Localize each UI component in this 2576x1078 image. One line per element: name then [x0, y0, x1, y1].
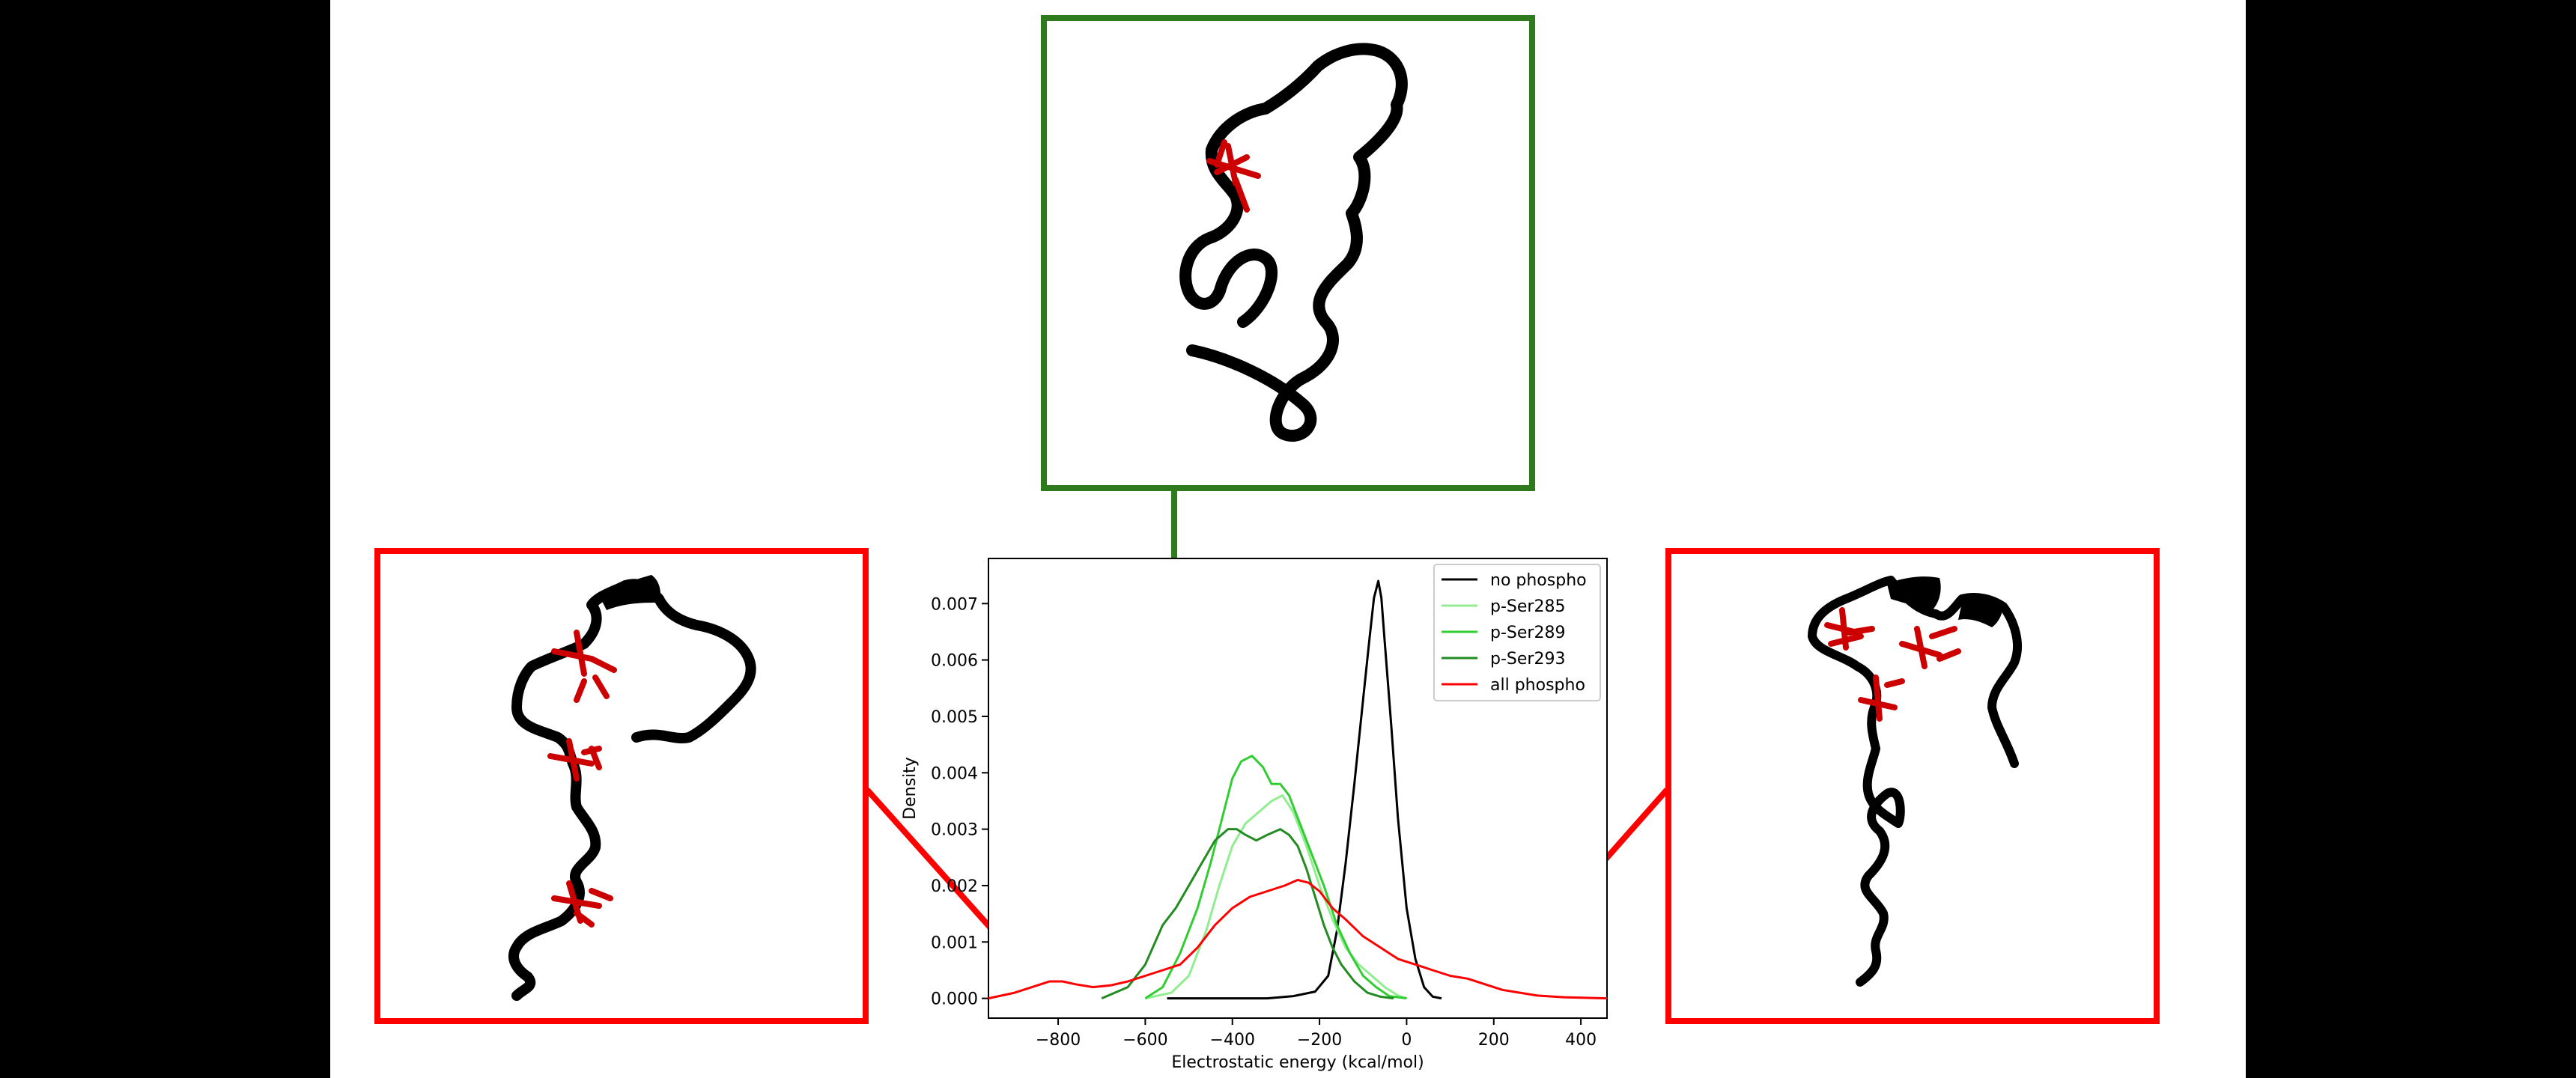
x-tick-label: 0 [1401, 1031, 1412, 1050]
series-line-2 [1144, 755, 1407, 1000]
legend-label-0: no phospho [1490, 571, 1587, 590]
x-axis-label: Electrostatic energy (kcal/mol) [1171, 1053, 1424, 1072]
series-line-4 [988, 878, 1608, 1000]
x-tick-label: −200 [1297, 1031, 1342, 1050]
x-tick-label: 400 [1565, 1031, 1597, 1050]
helix-ribbon-right-2 [1958, 598, 2003, 627]
y-tick-label: 0.007 [931, 595, 978, 614]
protein-backbone-left [508, 579, 756, 1001]
y-tick-label: 0.003 [931, 821, 978, 840]
structure-frame-left [374, 548, 869, 1024]
y-axis-label: Density [901, 757, 920, 820]
series-line-3 [1101, 828, 1394, 1000]
legend-label-2: p-Ser289 [1490, 624, 1565, 642]
structure-panel-left [374, 548, 869, 1024]
x-tick-label: −800 [1036, 1031, 1081, 1050]
protein-backbone-right [1808, 576, 2023, 987]
structure-panel-right [1665, 548, 2160, 1024]
structure-frame-right [1665, 548, 2160, 1024]
series-line-0 [1167, 579, 1442, 1000]
legend: no phospho p-Ser285 p-Ser289 p-Ser293 all ph… [1433, 564, 1601, 701]
series-layer [988, 579, 1608, 1000]
phospho-residue-top [1206, 139, 1261, 213]
x-tick-label: −400 [1210, 1031, 1255, 1050]
legend-label-1: p-Ser285 [1490, 597, 1565, 616]
y-tick-label: 0.006 [931, 652, 978, 671]
density-chart: −800 −600 −400 −200 0 200 400 0.0000.0010.0020… [901, 558, 1608, 1072]
series-line-1 [1145, 794, 1407, 1000]
phospho-residues-right [1824, 607, 1961, 722]
y-tick-label: 0.001 [931, 934, 978, 952]
phospho-residues-left [547, 630, 617, 928]
y-tick-label: 0.005 [931, 708, 978, 727]
legend-label-3: p-Ser293 [1490, 650, 1565, 669]
helix-ribbon-left [599, 575, 660, 610]
y-axis: 0.000 0.001 0.002 0.003 0.004 0.005 0.006 0.007 [931, 595, 988, 1009]
structure-panel-top [1041, 15, 1535, 491]
legend-label-4: all phospho [1490, 676, 1585, 695]
y-tick-label: 0.004 [931, 764, 978, 783]
y-tick-label: 0.000 [931, 990, 978, 1009]
x-tick-label: 200 [1478, 1031, 1510, 1050]
helix-ribbon-right [1887, 576, 1941, 610]
legend-box [1433, 564, 1601, 701]
x-axis: −800 −600 −400 −200 0 200 400 [1036, 1018, 1597, 1050]
y-tick-label: 0.002 [931, 877, 978, 896]
protein-backbone-top [1179, 43, 1408, 442]
x-tick-label: −600 [1123, 1031, 1167, 1050]
